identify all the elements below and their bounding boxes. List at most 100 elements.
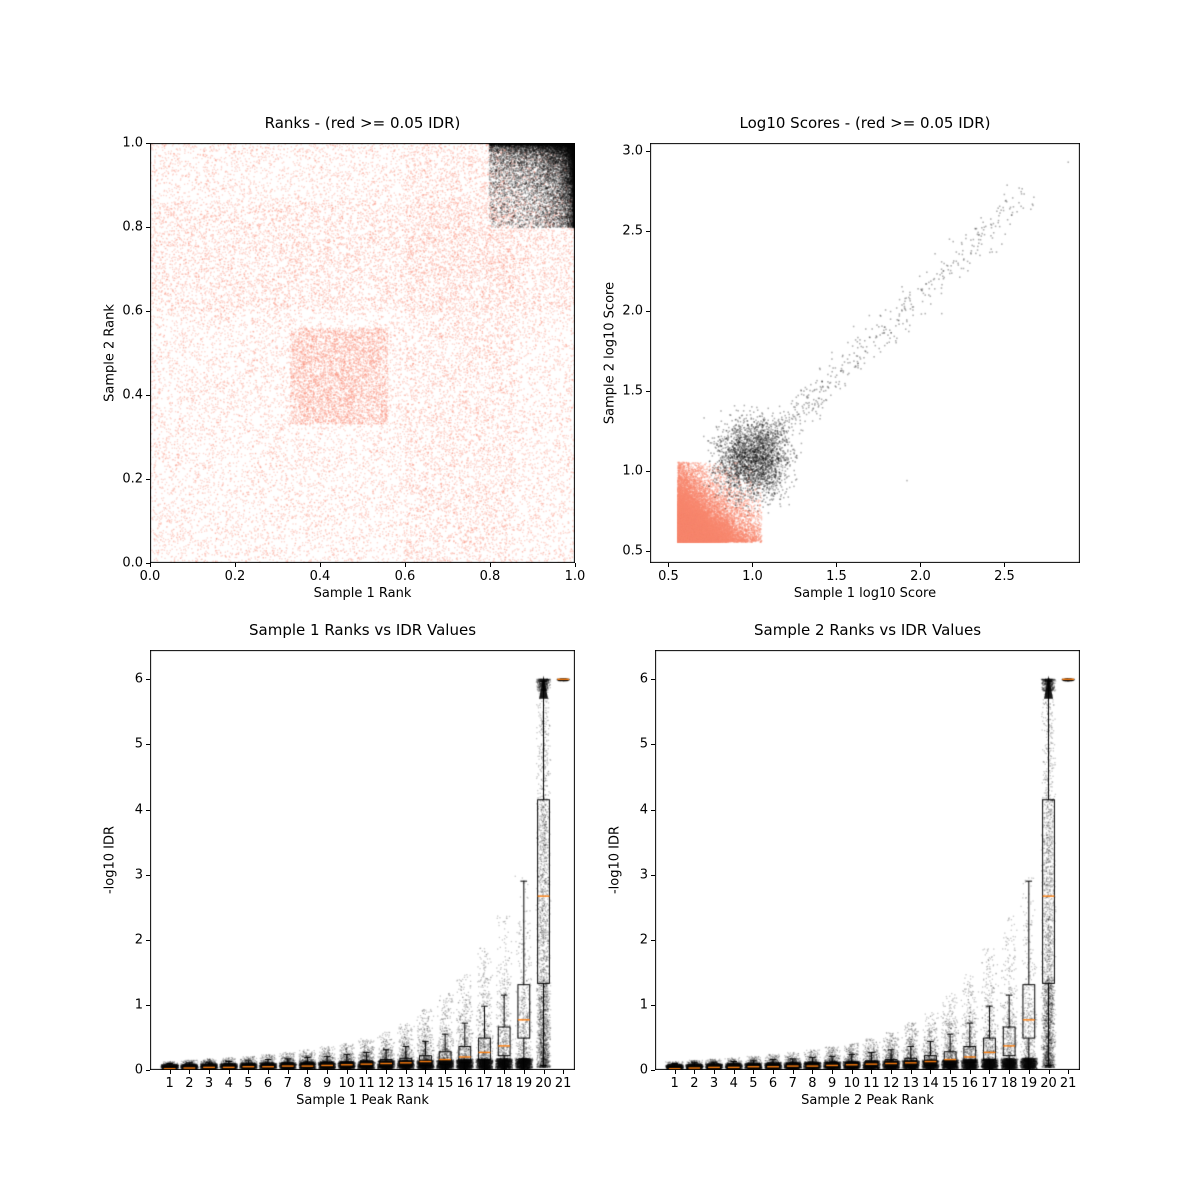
y-tick-label: 2 [639,932,648,948]
y-axis-label: Sample 2 log10 Score [602,281,618,425]
x-tick-label: 3 [204,1076,214,1091]
x-tick [910,1070,912,1074]
chart-title: Sample 2 Ranks vs IDR Values [753,621,982,639]
x-tick-label: 0.4 [309,569,331,584]
x-tick [490,563,491,567]
x-tick-label: 15 [436,1076,454,1091]
x-tick [836,563,838,567]
x-tick-label: 18 [1000,1076,1018,1091]
x-tick-label: 4 [729,1076,738,1091]
y-tick-label: 2.0 [622,303,643,319]
y-tick-label: 3 [134,867,143,883]
y-axis-label: -log10 IDR [607,825,623,895]
y-tick [146,479,150,480]
x-tick-label: 6 [263,1076,273,1091]
x-axis-label: Sample 2 Peak Rank [801,1093,934,1108]
x-tick-label: 2 [690,1076,699,1091]
x-tick [327,1070,329,1074]
y-tick-label: 1.5 [622,383,643,399]
panel-sample1-idr: Sample 1 Ranks vs IDR Values -log10 IDR … [103,621,575,1108]
x-tick [1028,1070,1030,1074]
x-tick-label: 20 [1040,1076,1057,1091]
y-tick-label: 0.0 [122,555,143,571]
x-tick [445,1070,447,1074]
y-tick-label: 3 [639,867,648,883]
x-tick-label: 14 [922,1076,939,1091]
y-tick-label: 2 [134,932,143,948]
x-tick [523,1070,525,1074]
x-tick-label: 12 [377,1076,395,1091]
x-axis-label: Sample 1 Rank [313,586,412,601]
y-tick-label: 3.0 [622,143,643,159]
chart-title: Sample 1 Ranks vs IDR Values [248,621,477,639]
panel-ranks-scatter: Ranks - (red >= 0.05 IDR) Sample 2 Rank … [103,114,586,601]
x-tick [543,1070,545,1074]
y-tick-label: 4 [134,802,143,818]
x-tick [1009,1070,1011,1074]
x-tick [1048,1070,1050,1074]
x-axis-label: Sample 1 Peak Rank [296,1093,429,1108]
y-tick [146,809,150,811]
y-tick-label: 1 [639,997,648,1013]
x-tick-label: 3 [709,1076,719,1091]
x-tick-label: 1.5 [826,569,847,584]
x-tick [189,1070,191,1074]
y-tick [646,151,650,152]
x-tick [248,1070,250,1074]
panel-log10-scores-scatter: Log10 Scores - (red >= 0.05 IDR) Sample … [603,114,1080,601]
x-tick [969,1070,971,1074]
x-tick [307,1070,309,1074]
x-tick [773,1070,775,1074]
y-tick-label: 0.6 [122,303,143,319]
y-tick [146,1004,150,1006]
x-tick-label: 15 [941,1076,959,1091]
x-tick-label: 13 [397,1076,415,1091]
x-tick-label: 12 [882,1076,900,1091]
x-axis-label: Sample 1 log10 Score [793,586,937,601]
x-tick-label: 0.6 [394,569,416,584]
x-tick-label: 14 [417,1076,434,1091]
y-tick [646,311,650,312]
x-tick [989,1070,991,1074]
x-tick [714,1070,716,1074]
sample1-idr-canvas [150,650,575,1070]
y-tick-label: 0.8 [122,219,143,235]
x-tick-label: 17 [476,1076,493,1091]
x-tick-label: 2.5 [994,569,1015,584]
y-tick [146,874,150,876]
y-tick [651,939,655,941]
x-tick-label: 0.0 [139,569,161,584]
x-tick [753,1070,755,1074]
x-tick [235,563,236,567]
chart-title: Ranks - (red >= 0.05 IDR) [264,114,461,132]
y-tick-label: 6 [639,671,648,687]
y-tick-label: 5 [639,736,648,752]
x-tick [694,1070,696,1074]
x-tick [812,1070,814,1074]
x-tick [930,1070,932,1074]
y-tick-label: 1.0 [622,463,643,479]
y-tick [146,311,150,312]
y-tick-label: 1 [134,997,143,1013]
log10-scores-canvas [650,143,1080,563]
y-tick-label: 5 [134,736,143,752]
y-tick-label: 0.4 [122,387,143,403]
x-tick-label: 2.0 [910,569,931,584]
x-tick-label: 0.8 [479,569,501,584]
x-tick [386,1070,388,1074]
y-tick [646,551,650,552]
y-tick [146,227,150,228]
x-tick-label: 16 [456,1076,474,1091]
x-tick [484,1070,486,1074]
x-tick [891,1070,893,1074]
x-tick [752,563,754,567]
x-tick-label: 16 [961,1076,979,1091]
x-tick [268,1070,270,1074]
y-axis-label: Sample 2 Rank [102,304,118,402]
x-tick-label: 0.2 [224,569,246,584]
x-tick-label: 1.0 [564,569,586,584]
x-tick [405,1070,407,1074]
x-tick-label: 1 [670,1076,679,1091]
x-tick-label: 7 [788,1076,797,1091]
y-tick-label: 6 [134,671,143,687]
